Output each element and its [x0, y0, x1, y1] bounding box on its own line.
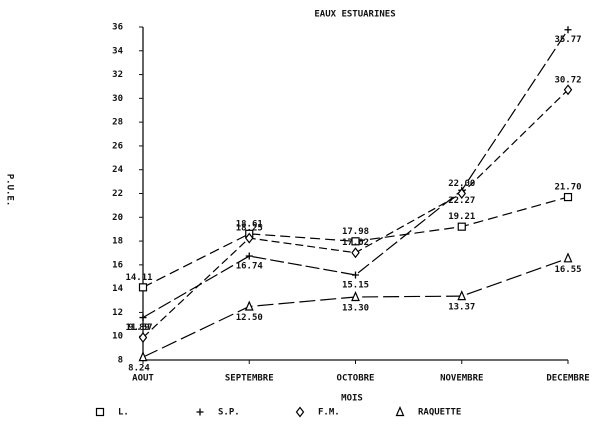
data-label: 12.50 [236, 313, 263, 323]
marker [196, 408, 204, 416]
data-label: 22.00 [448, 179, 475, 189]
marker [457, 188, 467, 199]
legend-label: RAQUETTE [418, 408, 461, 418]
y-tick-label: 30 [112, 94, 123, 104]
x-tick-label: NOVEMBRE [440, 374, 483, 384]
data-label: 21.70 [554, 183, 581, 193]
data-label: 16.74 [236, 262, 264, 272]
data-label: 11.57 [125, 323, 152, 333]
data-label: 8.24 [128, 364, 150, 374]
marker [352, 271, 359, 279]
legend-label: L. [118, 408, 129, 418]
x-tick-label: SEPTEMBRE [225, 374, 274, 384]
marker [563, 192, 573, 202]
marker [95, 407, 105, 417]
marker [563, 252, 573, 263]
y-tick-label: 28 [112, 118, 123, 128]
data-label: 13.37 [448, 303, 475, 313]
data-label: 14.11 [125, 273, 152, 283]
legend-label: S.P. [218, 408, 240, 418]
data-label: 16.55 [554, 265, 581, 275]
legend-label: F.M. [318, 408, 340, 418]
marker [138, 283, 148, 292]
y-tick-label: 24 [112, 165, 123, 175]
marker [457, 290, 467, 301]
data-label: 35.77 [554, 35, 581, 45]
data-label: 22.27 [448, 196, 475, 206]
y-tick-label: 20 [112, 213, 123, 223]
data-label: 17.02 [342, 238, 369, 248]
series-line [142, 29, 569, 319]
data-label: 13.30 [342, 303, 369, 313]
marker [244, 232, 254, 244]
marker [295, 406, 305, 418]
x-tick-label: AOUT [132, 374, 154, 384]
data-label: 15.15 [342, 280, 369, 290]
data-label: 9.89 [128, 323, 150, 333]
x-tick-label: DECEMBRE [546, 374, 589, 384]
y-tick-label: 32 [112, 70, 123, 80]
marker [351, 290, 360, 302]
chart-title: EAUX ESTUARINES [314, 10, 395, 20]
marker [245, 252, 253, 260]
y-tick-label: 18 [112, 237, 123, 247]
marker [564, 26, 572, 34]
y-tick-label: 10 [112, 332, 123, 342]
marker [351, 247, 360, 259]
y-tick-label: 34 [112, 46, 123, 56]
x-axis-label: MOIS [341, 394, 363, 404]
x-tick-label: OCTOBRE [337, 374, 375, 384]
marker [351, 237, 360, 246]
data-label: 17.98 [342, 227, 369, 237]
marker [139, 314, 147, 322]
marker [563, 84, 573, 96]
y-tick-label: 14 [112, 284, 123, 294]
data-label: 18.61 [236, 219, 263, 229]
data-label: 30.72 [554, 75, 581, 85]
y-tick-label: 26 [112, 141, 123, 151]
marker [138, 351, 148, 362]
marker [138, 332, 148, 343]
data-label: 19.21 [448, 212, 475, 222]
y-tick-label: 8 [118, 356, 123, 366]
data-label: 18.25 [236, 224, 263, 234]
marker [244, 300, 254, 311]
y-tick-label: 22 [112, 189, 123, 199]
marker [457, 222, 466, 231]
y-tick-label: 16 [112, 260, 123, 270]
y-axis-label: P.U.E. [5, 174, 15, 207]
y-tick-label: 12 [112, 308, 123, 318]
y-tick-label: 36 [112, 23, 123, 33]
marker [395, 406, 405, 417]
